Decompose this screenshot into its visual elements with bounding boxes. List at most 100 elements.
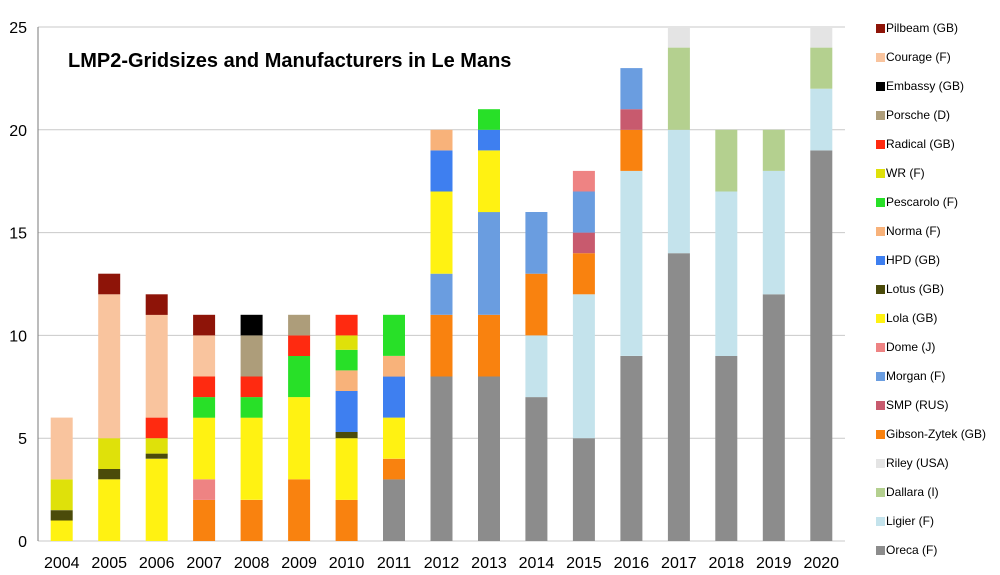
- y-tick-label: 20: [9, 123, 27, 140]
- bar-2017-dallara-i: [667, 47, 690, 130]
- bar-2013-pescarolo-f: [478, 109, 500, 130]
- bar-2020-dallara-i: [810, 47, 833, 89]
- bar-2011-norma-f: [383, 356, 405, 377]
- bar-2013-hpd-gb: [478, 129, 500, 151]
- bar-2008-lola-gb: [240, 417, 263, 500]
- legend-label: WR (F): [886, 166, 925, 180]
- bar-2009-porsche-d: [288, 314, 311, 336]
- bar-2020-oreca-f: [810, 150, 833, 541]
- bar-2017-oreca-f: [667, 253, 690, 541]
- bar-2007-pilbeam-gb: [193, 314, 216, 336]
- bar-2015-morgan-f: [572, 191, 595, 233]
- legend-label: Ligier (F): [886, 514, 934, 528]
- bar-2016-gibson-zytek-gb: [620, 129, 643, 171]
- bar-2005-lola-gb: [98, 479, 121, 541]
- bar-2013-lola-gb: [478, 150, 500, 213]
- bar-2007-dome-j: [193, 479, 216, 500]
- legend-swatch: [876, 343, 885, 352]
- bar-2014-morgan-f: [525, 212, 548, 274]
- bar-2016-smp-rus: [620, 109, 643, 130]
- x-tick-label: 2015: [566, 555, 602, 572]
- x-tick-label: 2016: [614, 555, 650, 572]
- bar-2012-norma-f: [430, 129, 453, 151]
- axes: 0 5 10 15 20 25 2004 2005 2006 2007 2008 2009 2010 20…: [9, 20, 839, 572]
- x-tick-label: 2010: [329, 555, 365, 572]
- y-tick-label: 10: [9, 328, 27, 345]
- bar-2010-lotus-gb: [335, 432, 358, 439]
- bars: [50, 27, 833, 541]
- bar-2004-lola-gb: [50, 520, 73, 541]
- x-tick-label: 2012: [424, 555, 460, 572]
- bar-2012-hpd-gb: [430, 150, 453, 192]
- bar-2006-lola-gb: [145, 458, 168, 541]
- bar-2006-wr-f: [145, 438, 168, 454]
- bar-2005-pilbeam-gb: [98, 273, 121, 295]
- bar-2017-riley-usa: [667, 27, 690, 48]
- legend-label: SMP (RUS): [886, 398, 948, 412]
- bar-2019-dallara-i: [762, 129, 785, 171]
- bar-2018-dallara-i: [715, 129, 738, 192]
- bar-2020-ligier-f: [810, 88, 833, 151]
- bar-2009-gibson-zytek-gb: [288, 479, 311, 541]
- bar-2019-ligier-f: [762, 170, 785, 295]
- bar-2018-oreca-f: [715, 356, 738, 541]
- bar-2009-pescarolo-f: [288, 356, 311, 398]
- bar-2009-lola-gb: [288, 397, 311, 480]
- bar-2010-pescarolo-f: [335, 349, 358, 371]
- bar-2008-pescarolo-f: [240, 397, 263, 418]
- bar-2011-oreca-f: [383, 479, 405, 541]
- legend-label: Pilbeam (GB): [886, 21, 958, 35]
- legend-label: Lotus (GB): [886, 282, 944, 296]
- legend-swatch: [876, 517, 885, 526]
- chart-title: LMP2-Gridsizes and Manufacturers in Le M…: [68, 50, 511, 72]
- bar-2017-ligier-f: [667, 129, 690, 254]
- x-tick-label: 2017: [661, 555, 697, 572]
- legend-swatch: [876, 430, 885, 439]
- legend-label: Oreca (F): [886, 543, 937, 557]
- bar-2010-hpd-gb: [335, 390, 358, 432]
- legend-swatch: [876, 372, 885, 381]
- bar-2011-pescarolo-f: [383, 314, 405, 356]
- bar-2014-oreca-f: [525, 397, 548, 541]
- bar-2007-radical-gb: [193, 376, 216, 398]
- bar-2010-radical-gb: [335, 314, 358, 336]
- legend-swatch: [876, 401, 885, 410]
- bar-2011-hpd-gb: [383, 376, 405, 418]
- x-tick-label: 2004: [44, 555, 80, 572]
- legend-label: Radical (GB): [886, 137, 955, 151]
- bar-2012-oreca-f: [430, 376, 453, 541]
- bar-2010-gibson-zytek-gb: [335, 499, 358, 541]
- legend-label: Riley (USA): [886, 456, 949, 470]
- legend-swatch: [876, 227, 885, 236]
- bar-2007-courage-f: [193, 335, 216, 377]
- bar-2006-radical-gb: [145, 417, 168, 439]
- bar-2007-gibson-zytek-gb: [193, 499, 216, 541]
- legend-label: Dome (J): [886, 340, 935, 354]
- bar-2006-lotus-gb: [145, 453, 168, 459]
- x-tick-label: 2014: [519, 555, 555, 572]
- legend-swatch: [876, 198, 885, 207]
- bar-2016-oreca-f: [620, 356, 643, 541]
- x-tick-label: 2011: [377, 555, 412, 572]
- bar-2014-ligier-f: [525, 335, 548, 398]
- legend-label: Embassy (GB): [886, 79, 964, 93]
- bar-2015-gibson-zytek-gb: [572, 253, 595, 295]
- legend-label: HPD (GB): [886, 253, 940, 267]
- x-tick-label: 2019: [756, 555, 792, 572]
- legend-label: Pescarolo (F): [886, 195, 958, 209]
- legend-swatch: [876, 459, 885, 468]
- bar-2005-lotus-gb: [98, 469, 121, 480]
- bar-2010-norma-f: [335, 370, 358, 391]
- x-tick-label: 2008: [234, 555, 270, 572]
- bar-2012-lola-gb: [430, 191, 453, 274]
- bar-2015-smp-rus: [572, 232, 595, 254]
- x-tick-label: 2009: [281, 555, 317, 572]
- y-tick-label: 5: [18, 431, 27, 448]
- bar-2005-wr-f: [98, 438, 121, 469]
- bar-2008-gibson-zytek-gb: [240, 499, 263, 541]
- x-tick-label: 2007: [186, 555, 222, 572]
- bar-2011-gibson-zytek-gb: [383, 458, 405, 480]
- legend-swatch: [876, 169, 885, 178]
- bar-2006-courage-f: [145, 314, 168, 418]
- legend-swatch: [876, 140, 885, 149]
